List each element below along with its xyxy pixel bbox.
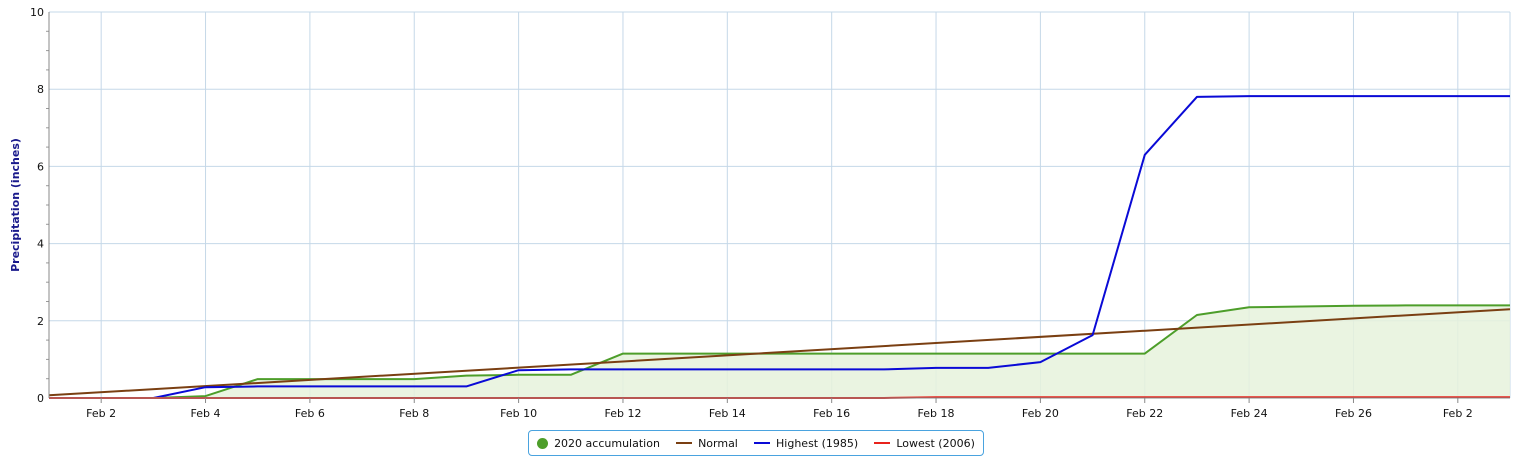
x-tick-label: Feb 6 bbox=[295, 407, 325, 420]
legend-label: Lowest (2006) bbox=[896, 436, 975, 450]
x-tick-label: Feb 18 bbox=[918, 407, 955, 420]
legend-item-highest-1985[interactable]: Highest (1985) bbox=[754, 437, 858, 450]
x-tick-label: Feb 24 bbox=[1231, 407, 1268, 420]
y-tick-label: 6 bbox=[37, 160, 44, 173]
series-line-normal bbox=[48, 308, 1511, 397]
y-tick-label: 4 bbox=[37, 238, 44, 251]
x-tick-label: Feb 16 bbox=[813, 407, 850, 420]
legend-label: Highest (1985) bbox=[776, 436, 859, 450]
series-line-2020-accumulation bbox=[49, 304, 1510, 399]
y-tick-label: 8 bbox=[37, 83, 44, 96]
y-axis-title: Precipitation (inches) bbox=[9, 138, 22, 272]
x-tick-label: Feb 2 bbox=[1443, 407, 1473, 420]
axes: 0 2 4 6 8 10 Feb 2 Feb 4 Feb 6 Feb 8 Feb 10 Feb 12 F… bbox=[9, 6, 1510, 420]
legend-dot-icon bbox=[537, 437, 549, 449]
x-tick-label: Feb 26 bbox=[1335, 407, 1372, 420]
x-tick-label: Feb 20 bbox=[1022, 407, 1059, 420]
legend-line-icon bbox=[874, 442, 891, 444]
x-tick-label: Feb 12 bbox=[604, 407, 641, 420]
series-group bbox=[48, 95, 1511, 399]
legend-label: 2020 accumulation bbox=[554, 436, 660, 450]
legend-item-normal[interactable]: Normal bbox=[676, 437, 738, 450]
grid bbox=[49, 11, 1511, 399]
x-tick-label: Feb 14 bbox=[709, 407, 746, 420]
legend-item-2020-accumulation[interactable]: 2020 accumulation bbox=[537, 437, 660, 450]
x-tick-label: Feb 10 bbox=[500, 407, 537, 420]
legend: 2020 accumulation Normal Highest (1985) Low… bbox=[528, 430, 984, 456]
accumulation-area-fill bbox=[49, 305, 1510, 398]
y-tick-label: 2 bbox=[37, 315, 44, 328]
series-line-highest-1985 bbox=[49, 95, 1510, 399]
x-tick-label: Feb 22 bbox=[1126, 407, 1163, 420]
x-tick-label: Feb 2 bbox=[86, 407, 116, 420]
y-tick-label: 10 bbox=[30, 6, 44, 19]
legend-line-icon bbox=[676, 442, 693, 444]
legend-label: Normal bbox=[698, 436, 738, 450]
y-tick-label: 0 bbox=[37, 392, 44, 405]
legend-item-lowest-2006[interactable]: Lowest (2006) bbox=[874, 437, 975, 450]
precipitation-chart: 0 2 4 6 8 10 Feb 2 Feb 4 Feb 6 Feb 8 Feb 10 Feb 12 F… bbox=[9, 6, 1511, 420]
x-tick-label: Feb 4 bbox=[191, 407, 221, 420]
x-tick-label: Feb 8 bbox=[399, 407, 429, 420]
legend-line-icon bbox=[754, 442, 771, 444]
